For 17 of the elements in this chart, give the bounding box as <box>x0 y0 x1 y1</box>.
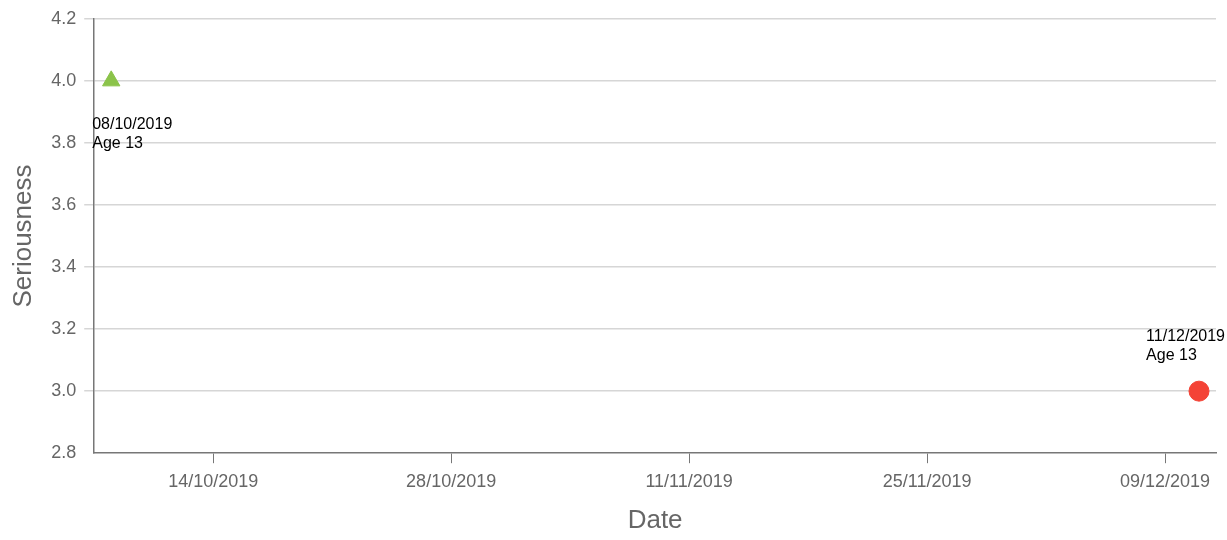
x-tick-label: 09/12/2019 <box>1119 470 1211 491</box>
x-axis-title: Date <box>627 503 683 534</box>
y-tick-label: 3.8 <box>51 131 77 152</box>
annotation: 08/10/2019 Age 13 <box>92 114 173 151</box>
annotation: 11/12/2019 Age 13 <box>1146 327 1226 364</box>
y-tick-label: 4.0 <box>51 69 77 90</box>
y-tick-label: 3.2 <box>51 318 77 339</box>
y-axis-title: Seriousness <box>6 164 37 308</box>
y-tick-label: 2.8 <box>51 442 77 463</box>
y-tick-label: 4.2 <box>51 7 77 28</box>
x-tick-label: 28/10/2019 <box>406 470 497 491</box>
y-tick-label: 3.0 <box>51 380 77 401</box>
x-tick-label: 25/11/2019 <box>882 470 972 491</box>
x-tick-label: 11/11/2019 <box>645 470 733 491</box>
y-tick-label: 3.6 <box>51 193 77 214</box>
x-tick-label: 14/10/2019 <box>168 470 259 491</box>
y-tick-label: 3.4 <box>51 256 77 276</box>
